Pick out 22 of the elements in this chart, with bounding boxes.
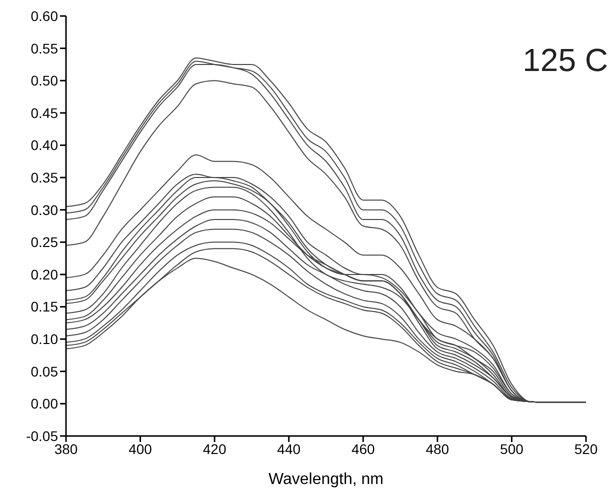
x-tick-label: 520 — [574, 440, 598, 457]
y-tick-label: 0.05 — [30, 363, 58, 380]
x-tick-label: 460 — [351, 440, 376, 457]
y-tick-label: 0.40 — [30, 137, 58, 154]
y-tick-label: 0.60 — [30, 8, 58, 24]
y-tick-label: 0.00 — [30, 396, 58, 412]
y-tick-label: 0.45 — [30, 104, 58, 121]
x-tick-label: 440 — [277, 440, 301, 457]
y-tick-label: 0.15 — [30, 298, 58, 315]
x-tick-label: 400 — [128, 440, 152, 457]
x-tick-label: 500 — [500, 440, 524, 457]
annotation: 125 C — [522, 42, 608, 79]
x-tick-label: 480 — [426, 440, 450, 457]
y-tick-label: 0.50 — [30, 72, 58, 89]
y-tick-label: 0.30 — [30, 202, 58, 218]
y-tick-label: 0.20 — [30, 266, 58, 282]
y-tick-label: 0.55 — [30, 40, 58, 56]
y-tick-label: 0.35 — [30, 170, 58, 186]
y-tick-label: 0.25 — [30, 234, 58, 250]
y-tick-label: 0.10 — [30, 331, 58, 348]
x-tick-label: 420 — [202, 440, 226, 457]
x-axis-title: Wavelength, nm — [268, 471, 384, 488]
